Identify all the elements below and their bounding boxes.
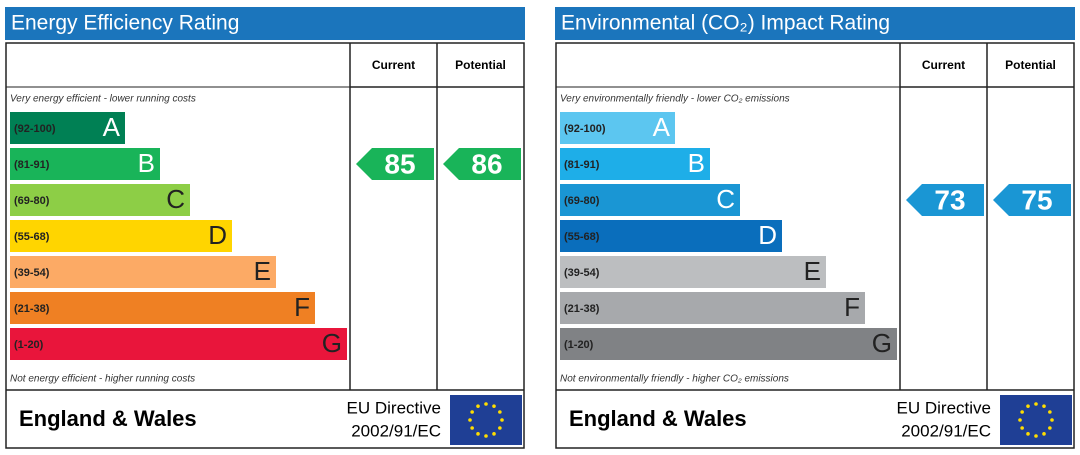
band-range: (39-54)	[14, 267, 50, 279]
eu-star	[484, 434, 488, 438]
rating-panel: Energy Efficiency Rating Current Potential…	[5, 7, 525, 449]
rating-band	[10, 328, 347, 360]
band-range: (55-68)	[564, 231, 600, 243]
band-range: (21-38)	[14, 303, 50, 315]
rating-band	[560, 148, 710, 180]
rating-panel: Environmental (CO₂) Impact Rating Current…	[555, 7, 1075, 449]
eu-star	[1018, 418, 1022, 422]
band-range: (21-38)	[564, 303, 600, 315]
eu-star	[1050, 418, 1054, 422]
directive-line: 2002/91/EC	[351, 421, 441, 440]
eu-star	[1048, 426, 1052, 430]
rating-value: 85	[384, 148, 415, 179]
rating-value: 73	[934, 184, 965, 215]
band-range: (92-100)	[14, 123, 56, 135]
rating-arrow	[906, 184, 984, 216]
eu-star	[1020, 426, 1024, 430]
band-letter: D	[758, 220, 777, 250]
band-range: (92-100)	[564, 123, 606, 135]
eu-star	[1042, 432, 1046, 436]
eu-star	[1042, 404, 1046, 408]
eu-star	[1048, 410, 1052, 414]
column-header: Potential	[1005, 58, 1056, 72]
directive-line: 2002/91/EC	[901, 421, 991, 440]
eu-star	[492, 432, 496, 436]
eu-star	[476, 404, 480, 408]
eu-star	[498, 426, 502, 430]
band-letter: B	[138, 148, 155, 178]
region-label: England & Wales	[19, 406, 197, 431]
eu-star	[1034, 402, 1038, 406]
eu-star	[1026, 404, 1030, 408]
band-letter: F	[844, 292, 860, 322]
directive-line: EU Directive	[347, 398, 441, 417]
eu-star	[498, 410, 502, 414]
region-label: England & Wales	[569, 406, 747, 431]
band-letter: D	[208, 220, 227, 250]
rating-band	[560, 328, 897, 360]
eu-star	[470, 410, 474, 414]
eu-star	[484, 402, 488, 406]
band-range: (55-68)	[14, 231, 50, 243]
band-letter: G	[872, 328, 892, 358]
rating-band	[560, 184, 740, 216]
rating-band	[10, 220, 232, 252]
eu-star	[1026, 432, 1030, 436]
frame	[555, 42, 1075, 449]
band-letter: F	[294, 292, 310, 322]
band-range: (39-54)	[564, 267, 600, 279]
rating-band	[10, 292, 315, 324]
eu-star	[468, 418, 472, 422]
eu-star	[500, 418, 504, 422]
bottom-note: Not environmentally friendly - higher CO…	[560, 374, 789, 385]
rating-band	[560, 292, 865, 324]
eu-star	[476, 432, 480, 436]
rating-value: 75	[1021, 184, 1052, 215]
title-bar	[5, 7, 525, 40]
band-range: (1-20)	[564, 339, 594, 351]
band-letter: C	[166, 184, 185, 214]
band-letter: A	[653, 112, 671, 142]
band-range: (69-80)	[564, 195, 600, 207]
rating-band	[560, 112, 675, 144]
rating-arrow	[993, 184, 1071, 216]
title-bar	[555, 7, 1075, 40]
rating-band	[10, 112, 125, 144]
band-letter: E	[254, 256, 271, 286]
column-header: Current	[372, 58, 415, 72]
band-letter: G	[322, 328, 342, 358]
band-letter: A	[103, 112, 121, 142]
rating-band	[560, 256, 826, 288]
band-range: (1-20)	[14, 339, 44, 351]
rating-band	[10, 256, 276, 288]
band-range: (81-91)	[564, 159, 600, 171]
rating-band	[10, 184, 190, 216]
rating-arrow	[356, 148, 434, 180]
panel-title: Energy Efficiency Rating	[11, 12, 239, 35]
top-note: Very energy efficient - lower running co…	[10, 94, 196, 105]
eu-star	[470, 426, 474, 430]
rating-value: 86	[471, 148, 502, 179]
bottom-note: Not energy efficient - higher running co…	[10, 374, 195, 385]
eu-star	[1020, 410, 1024, 414]
directive-line: EU Directive	[897, 398, 991, 417]
band-letter: E	[804, 256, 821, 286]
rating-band	[560, 220, 782, 252]
rating-arrow	[443, 148, 521, 180]
frame	[5, 42, 525, 449]
column-header: Current	[922, 58, 965, 72]
band-range: (69-80)	[14, 195, 50, 207]
eu-star	[1034, 434, 1038, 438]
column-header: Potential	[455, 58, 506, 72]
band-letter: C	[716, 184, 735, 214]
band-range: (81-91)	[14, 159, 50, 171]
panel-title: Environmental (CO₂) Impact Rating	[561, 12, 890, 35]
top-note: Very environmentally friendly - lower CO…	[560, 94, 790, 105]
eu-star	[492, 404, 496, 408]
rating-band	[10, 148, 160, 180]
band-letter: B	[688, 148, 705, 178]
